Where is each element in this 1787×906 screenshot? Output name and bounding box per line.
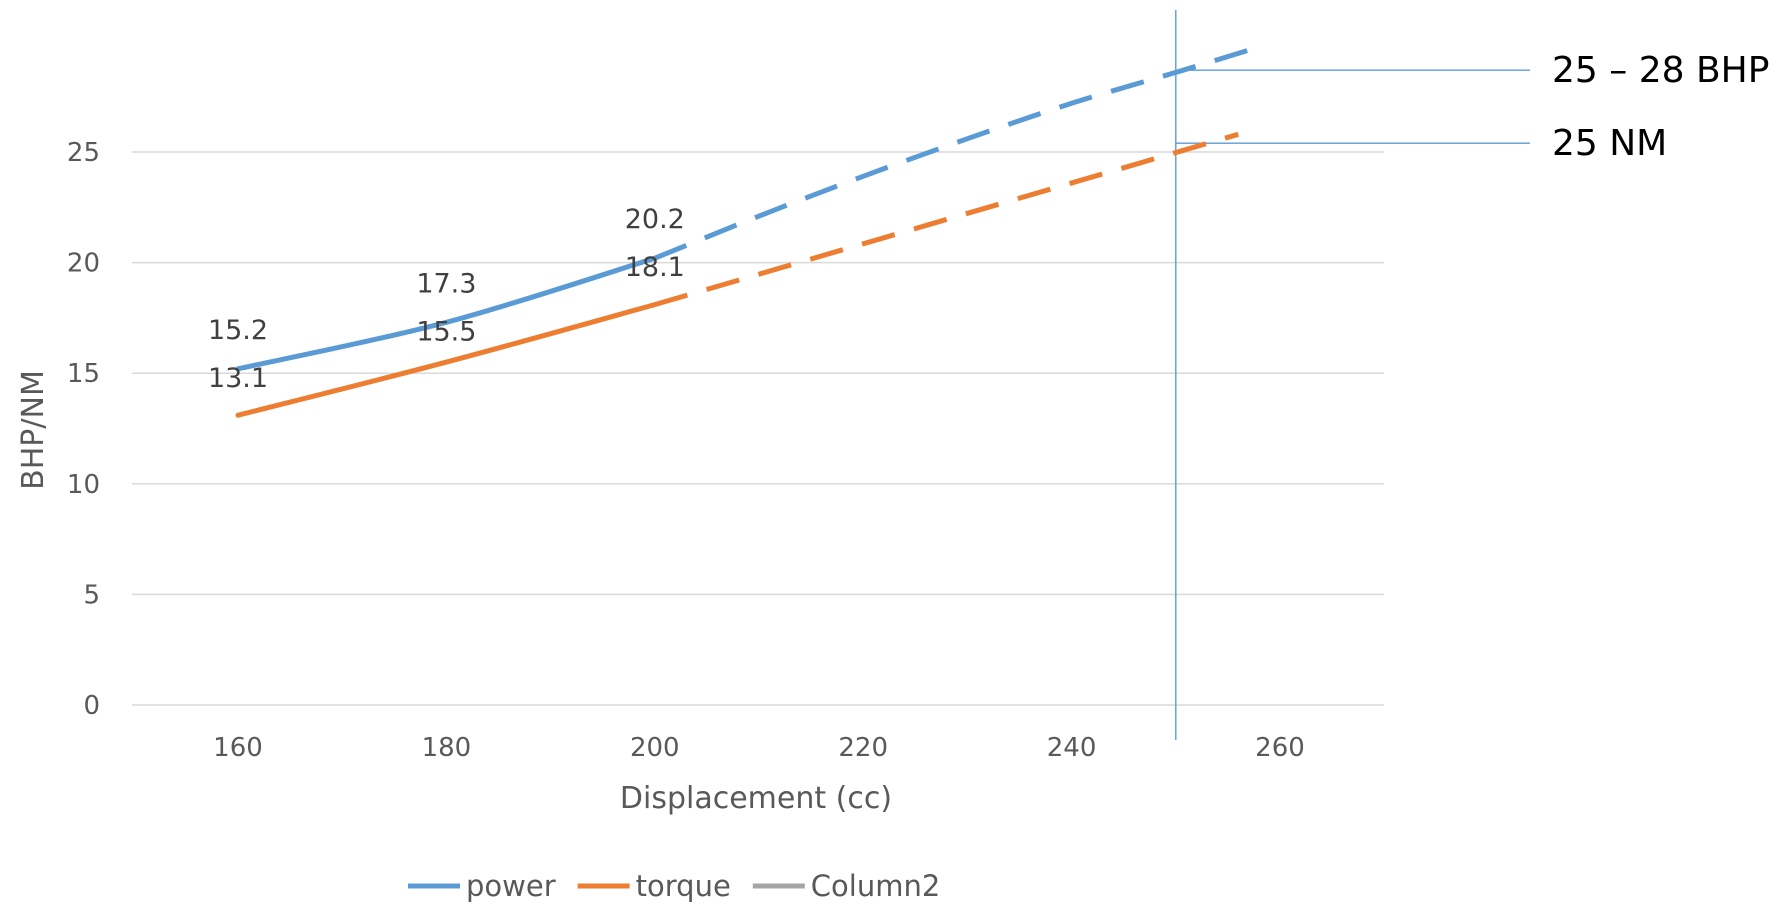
y-tick-label: 25 — [67, 138, 100, 168]
x-tick-label: 220 — [838, 733, 888, 763]
annotations: 25 – 28 BHP 25 NM — [1552, 50, 1769, 164]
annotation-label: 25 – 28 BHP — [1552, 50, 1769, 91]
legend-label: Column2 — [811, 869, 941, 903]
series-power-projection — [653, 47, 1250, 261]
legend: power torque Column2 — [408, 869, 940, 903]
y-axis-title: BHP/NM — [16, 370, 51, 490]
x-tick-label: 260 — [1255, 733, 1305, 763]
data-label-torque: 15.5 — [416, 316, 476, 347]
tick-labels: 0 5 10 15 20 25 160 180 200 220 240 260 — [67, 138, 1305, 763]
data-label-torque: 13.1 — [208, 363, 268, 394]
data-label-power: 15.2 — [208, 315, 268, 346]
y-tick-label: 15 — [67, 359, 100, 389]
series-torque-projection — [654, 131, 1240, 307]
series-torque-line — [235, 302, 658, 418]
data-label-power: 17.3 — [416, 268, 476, 299]
y-tick-label: 5 — [83, 580, 100, 610]
series-power-line — [235, 255, 658, 372]
y-tick-label: 10 — [67, 470, 100, 500]
reference-lines — [1175, 10, 1530, 740]
x-tick-label: 200 — [630, 733, 680, 763]
x-tick-label: 160 — [213, 733, 263, 763]
series-lines — [235, 47, 1250, 418]
x-axis-title: Displacement (cc) — [620, 781, 892, 816]
y-tick-label: 20 — [67, 249, 100, 279]
data-label-power: 20.2 — [625, 204, 685, 235]
data-labels: 15.2 17.3 20.2 13.1 15.5 18.1 — [208, 204, 685, 394]
x-tick-label: 180 — [422, 733, 472, 763]
data-label-torque: 18.1 — [625, 252, 685, 283]
annotation-label: 25 NM — [1552, 123, 1667, 164]
legend-label: power — [466, 869, 556, 903]
y-tick-label: 0 — [83, 691, 100, 721]
x-tick-label: 240 — [1047, 733, 1097, 763]
gridlines — [132, 151, 1384, 706]
legend-label: torque — [636, 869, 731, 903]
